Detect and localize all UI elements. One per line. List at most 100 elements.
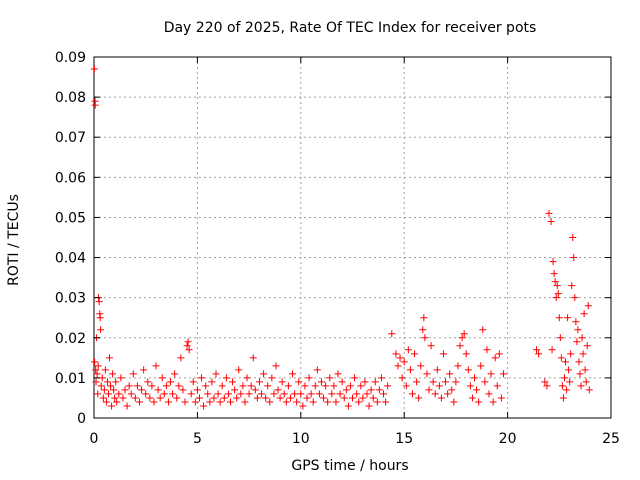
data-point [406, 366, 414, 374]
data-point [357, 382, 365, 390]
data-point [92, 378, 100, 386]
data-point [258, 390, 266, 398]
data-point [97, 382, 105, 390]
data-point [195, 394, 203, 402]
data-point [487, 370, 495, 378]
data-point [365, 402, 373, 410]
data-point [140, 366, 148, 374]
data-point [398, 374, 406, 382]
data-point [158, 374, 166, 382]
data-point [420, 314, 428, 322]
data-point [326, 374, 334, 382]
data-point [241, 398, 249, 406]
x-tick-label: 5 [193, 431, 202, 447]
data-point [260, 370, 268, 378]
data-point [243, 374, 251, 382]
data-point [554, 290, 562, 298]
data-point [411, 350, 419, 358]
data-point [262, 394, 270, 402]
y-tick-label: 0.02 [55, 331, 86, 347]
data-point [355, 398, 363, 406]
data-point [110, 386, 118, 394]
data-point [249, 354, 257, 362]
data-point [400, 358, 408, 366]
data-point [566, 378, 574, 386]
data-point [90, 65, 98, 73]
data-point [473, 386, 481, 394]
data-point [177, 354, 185, 362]
data-point [485, 390, 493, 398]
data-point [282, 398, 290, 406]
data-point [568, 282, 576, 290]
data-point [299, 402, 307, 410]
x-tick-label: 25 [602, 431, 620, 447]
data-point [315, 390, 323, 398]
data-point [363, 390, 371, 398]
data-point [580, 310, 588, 318]
data-point [423, 370, 431, 378]
data-point [317, 378, 325, 386]
data-point [371, 378, 379, 386]
data-point [185, 346, 193, 354]
x-axis-label: GPS time / hours [291, 458, 408, 474]
data-point [106, 354, 114, 362]
data-point [104, 390, 112, 398]
data-point [198, 374, 206, 382]
data-point [272, 362, 280, 370]
data-point [570, 254, 578, 262]
data-point [239, 382, 247, 390]
data-point [100, 386, 108, 394]
data-point [547, 217, 555, 225]
data-point [499, 370, 507, 378]
data-point [280, 390, 288, 398]
data-point [582, 378, 590, 386]
data-point [320, 394, 328, 402]
data-point [450, 398, 458, 406]
data-point [479, 326, 487, 334]
data-point [571, 294, 579, 302]
data-point [154, 386, 162, 394]
data-point [97, 326, 105, 334]
data-point [175, 382, 183, 390]
data-point [481, 378, 489, 386]
data-point [551, 278, 559, 286]
data-point [575, 358, 583, 366]
data-point [402, 382, 410, 390]
y-tick-label: 0.09 [55, 50, 86, 66]
data-point [541, 378, 549, 386]
data-point [112, 378, 120, 386]
data-point [173, 394, 181, 402]
data-point [334, 370, 342, 378]
data-point [495, 350, 503, 358]
data-point [359, 394, 367, 402]
data-point [419, 326, 427, 334]
data-point [548, 346, 556, 354]
data-point [107, 382, 115, 390]
data-point [101, 366, 109, 374]
data-point [579, 350, 587, 358]
data-point [576, 370, 584, 378]
data-point [266, 398, 274, 406]
data-point [557, 354, 565, 362]
data-point [415, 394, 423, 402]
data-point [307, 390, 315, 398]
data-point [276, 394, 284, 402]
data-point [96, 314, 104, 322]
data-point [305, 374, 313, 382]
data-point [340, 394, 348, 402]
data-point [373, 398, 381, 406]
data-point [382, 398, 390, 406]
data-point [388, 330, 396, 338]
data-point [396, 354, 404, 362]
data-point [286, 394, 294, 402]
data-point [181, 398, 189, 406]
data-point [309, 398, 317, 406]
data-point [458, 334, 466, 342]
data-point [121, 386, 129, 394]
data-point [574, 326, 582, 334]
data-point [369, 394, 377, 402]
data-point [274, 386, 282, 394]
data-point [493, 382, 501, 390]
data-point [160, 390, 168, 398]
data-point [565, 366, 573, 374]
